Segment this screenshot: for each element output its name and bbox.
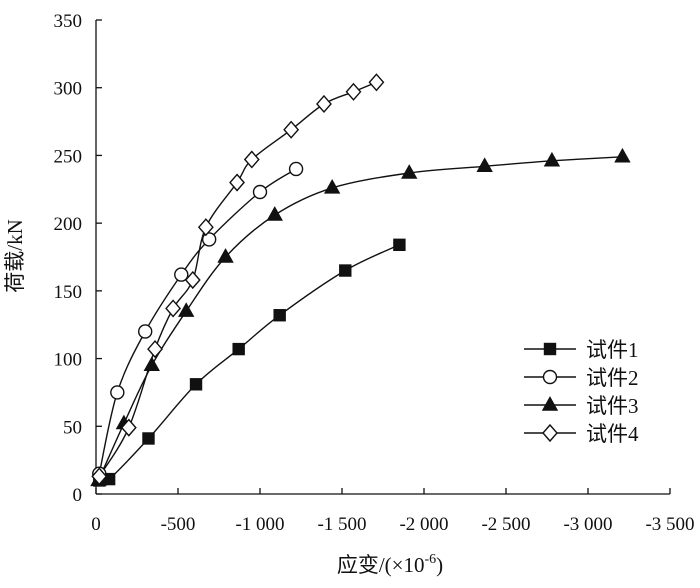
x-tick-label: -2 500 [481,514,530,535]
data-point-series-2 [252,184,268,200]
data-point-series-4 [243,150,260,169]
data-point-series-3 [543,151,561,167]
data-point-series-4 [184,270,201,290]
x-tick-label: 0 [91,514,101,535]
data-point-series-3 [323,178,341,194]
data-point-series-3 [266,206,283,221]
data-point-series-2 [174,267,189,282]
legend-marker-3 [541,396,559,411]
x-axis-title-suffix: ) [436,553,443,577]
data-point-series-4 [147,340,163,359]
data-point-series-1 [393,238,406,252]
data-point-series-4 [91,467,108,486]
y-tick-label: 350 [54,11,83,32]
legend: 试件1 试件2 试件3 试件4 [524,338,639,446]
y-tick-label: 250 [54,146,83,167]
series-line-4 [98,81,377,477]
legend-label-2: 试件2 [586,366,639,390]
x-tick-label: -1 000 [235,514,284,535]
data-point-series-1 [189,378,203,391]
x-axis-title: 应变/(×10-6) [337,552,443,577]
data-point-series-3 [143,356,160,372]
y-tick-label: 0 [73,485,83,506]
legend-marker-2 [542,369,558,385]
data-point-series-1 [142,432,155,445]
series-lines [97,81,623,484]
data-point-series-1 [232,342,245,356]
x-axis-title-exponent: -6 [425,552,437,567]
data-point-series-4 [368,73,385,92]
data-point-series-4 [283,120,300,139]
y-tick-label: 300 [54,79,83,100]
legend-label-3: 试件3 [586,394,639,418]
data-point-series-1 [339,264,352,277]
series-line-1 [99,244,400,484]
series-markers [90,73,631,487]
y-tick-label: 150 [54,282,83,303]
x-tick-label: -500 [161,514,196,535]
data-point-series-1 [273,309,286,322]
x-tick-label: -3 500 [645,514,694,535]
data-point-series-2 [110,385,125,400]
y-tick-label: 200 [54,214,83,235]
data-point-series-4 [197,218,214,237]
y-tick-label: 100 [54,350,83,371]
data-point-series-3 [401,164,418,179]
y-tick-label: 50 [63,417,82,438]
data-point-series-2 [201,232,217,247]
legend-label-1: 试件1 [586,338,639,362]
data-point-series-3 [614,147,631,163]
data-point-series-3 [178,302,195,317]
data-point-series-2 [288,161,304,177]
data-point-series-2 [137,324,153,339]
data-point-series-3 [217,248,234,263]
axes: 0 -500 -1 000 -1 500 -2 000 -2 500 -3 000 -3 50… [54,11,695,535]
data-point-series-4 [229,173,245,192]
x-axis-title-main: 应变/(×10 [337,553,425,577]
data-point-series-4 [165,299,182,318]
x-tick-label: -3 000 [563,514,612,535]
x-tick-label: -2 000 [399,514,448,535]
legend-label-4: 试件4 [586,422,639,446]
legend-marker-4 [542,423,558,443]
data-point-series-3 [476,157,493,172]
y-axis-title: 荷载/kN [3,219,27,293]
legend-marker-1 [543,342,557,356]
data-point-series-4 [120,418,137,437]
data-point-series-4 [316,94,332,114]
x-tick-label: -1 500 [317,514,366,535]
data-point-series-4 [345,82,362,101]
